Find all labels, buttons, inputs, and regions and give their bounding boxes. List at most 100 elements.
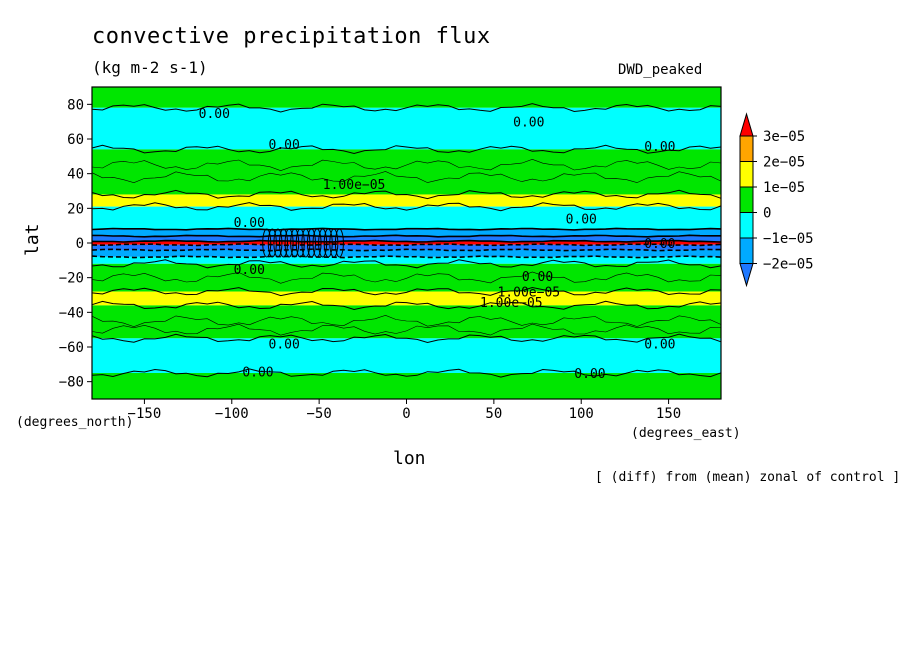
band-1: [92, 107, 721, 150]
contour-line-5: [91, 234, 721, 238]
contour-line-12: [91, 300, 722, 311]
band-9: [92, 249, 721, 257]
band-10: [92, 256, 721, 264]
colorbar-label-4: −1e−05: [763, 231, 814, 247]
band-0: [92, 87, 721, 108]
band-2: [92, 149, 721, 195]
contour-line-9: [91, 255, 722, 259]
model-label: DWD_peaked: [618, 62, 703, 78]
contour-cluster-10: [318, 228, 328, 258]
band-8: [92, 244, 721, 250]
contour-label-11: 1.00e−05: [480, 296, 543, 311]
contour-label-5: 0.00: [234, 216, 265, 231]
band-11: [92, 263, 721, 292]
contour-line-1: [91, 144, 722, 155]
y-tick-label-2: 40: [67, 167, 84, 183]
contour-thin-3: [91, 314, 722, 328]
x-tick-label-5: 100: [569, 406, 594, 422]
contour-line-7: [91, 243, 722, 247]
contour-line-13: [91, 333, 722, 344]
contour-label-12: 0.00: [269, 338, 300, 353]
contour-thin-2: [91, 271, 722, 284]
colorbar-segment-1: [739, 161, 754, 188]
y-tick-label-7: −60: [59, 340, 84, 356]
colorbar-bottom-arrow: [739, 263, 754, 288]
contour-cluster-13: [334, 228, 344, 258]
y-axis-units: (degrees_north): [16, 415, 134, 430]
band-14: [92, 338, 721, 373]
colorbar-segment-4: [739, 237, 754, 264]
contour-thin-0: [91, 158, 722, 172]
colorbar-label-2: 1e−05: [763, 180, 805, 196]
contour-line-2: [91, 189, 722, 200]
contour-cluster-4: [284, 228, 294, 258]
y-tick-label-0: 80: [67, 97, 84, 113]
x-tick-label-6: 150: [656, 406, 681, 422]
y-tick-label-6: −40: [59, 305, 84, 321]
map-layer: 0.000.000.00 0.001.00e−050.00 0.000.000.00…: [91, 86, 722, 400]
contour-label-3: 0.00: [644, 140, 675, 155]
footnote: [ (diff) from (mean) zonal of control ]: [595, 470, 901, 485]
chart-title: convective precipitation flux: [92, 24, 491, 49]
band-3: [92, 194, 721, 207]
contour-label-10: 1.00e−05: [497, 286, 560, 301]
contour-cluster-1: [267, 228, 277, 258]
contour-cluster-2: [273, 228, 283, 258]
contour-cluster-3: [278, 228, 288, 258]
colorbar-segment-3: [739, 212, 754, 239]
contour-line-8: [91, 248, 722, 252]
colorbar-label-5: −2e−05: [763, 257, 814, 273]
colorbar-segment-2: [739, 186, 754, 213]
contour-cluster-9: [312, 228, 322, 258]
y-tick-label-4: 0: [76, 236, 84, 252]
contour-label-8: 0.00: [234, 263, 265, 278]
chart-units: (kg m-2 s-1): [92, 58, 208, 77]
contour-line-3: [91, 202, 722, 212]
band-5: [92, 229, 721, 237]
contour-label-6: 0.00: [566, 213, 597, 228]
x-tick-label-4: 50: [485, 406, 502, 422]
contour-thin-1: [91, 171, 722, 184]
x-axis-units: (degrees_east): [631, 426, 741, 441]
band-4: [92, 206, 721, 230]
colorbar-label-0: 3e−05: [763, 129, 805, 145]
contour-label-0: 0.00: [199, 107, 230, 122]
x-tick-label-3: 0: [402, 406, 410, 422]
contour-line-4: [91, 227, 722, 231]
contour-label-1: 0.00: [513, 116, 544, 131]
contour-cluster-8: [306, 228, 316, 258]
contour-line-14: [91, 368, 722, 378]
contour-line-10: [91, 259, 722, 269]
contour-thin-4: [91, 323, 722, 336]
colorbar: 3e−05 2e−05 1e−05 0 −1e−05 −2e−05: [739, 112, 814, 288]
colorbar-segment-0: [739, 135, 754, 162]
band-7: [92, 241, 721, 245]
contour-cluster-11: [323, 228, 333, 258]
contour-label-13: 0.00: [644, 338, 675, 353]
colorbar-top-arrow: [739, 112, 754, 137]
axes-layer: −150 −100 −50 0 50 100 150 80 60 40 20 0 −20 −40 −60 −8…: [59, 97, 682, 422]
colorbar-label-1: 2e−05: [763, 155, 805, 171]
band-12: [92, 291, 721, 306]
contour-label-7: 0.00: [644, 237, 675, 252]
colorbar-label-3: 0: [763, 206, 771, 222]
contour-label-2: 0.00: [269, 138, 300, 153]
contour-line-6: [91, 239, 722, 243]
contour-label-9: 0.00: [522, 270, 553, 285]
contour-cluster-12: [329, 228, 339, 258]
y-tick-label-5: −20: [59, 271, 84, 287]
x-tick-label-1: −100: [215, 406, 249, 422]
contour-line-0: [91, 103, 722, 113]
contour-line-11: [91, 286, 722, 297]
contour-label-4: 1.00e−05: [323, 178, 386, 193]
contour-cluster-7: [301, 228, 311, 258]
band-15: [92, 373, 721, 399]
contour-cluster-5: [290, 228, 300, 258]
y-axis-label: lat: [22, 223, 43, 256]
contour-label-14: 0.00: [242, 365, 273, 380]
y-tick-label-3: 20: [67, 201, 84, 217]
contour-cluster-0: [262, 228, 272, 258]
x-tick-label-0: −150: [128, 406, 162, 422]
band-6: [92, 236, 721, 242]
